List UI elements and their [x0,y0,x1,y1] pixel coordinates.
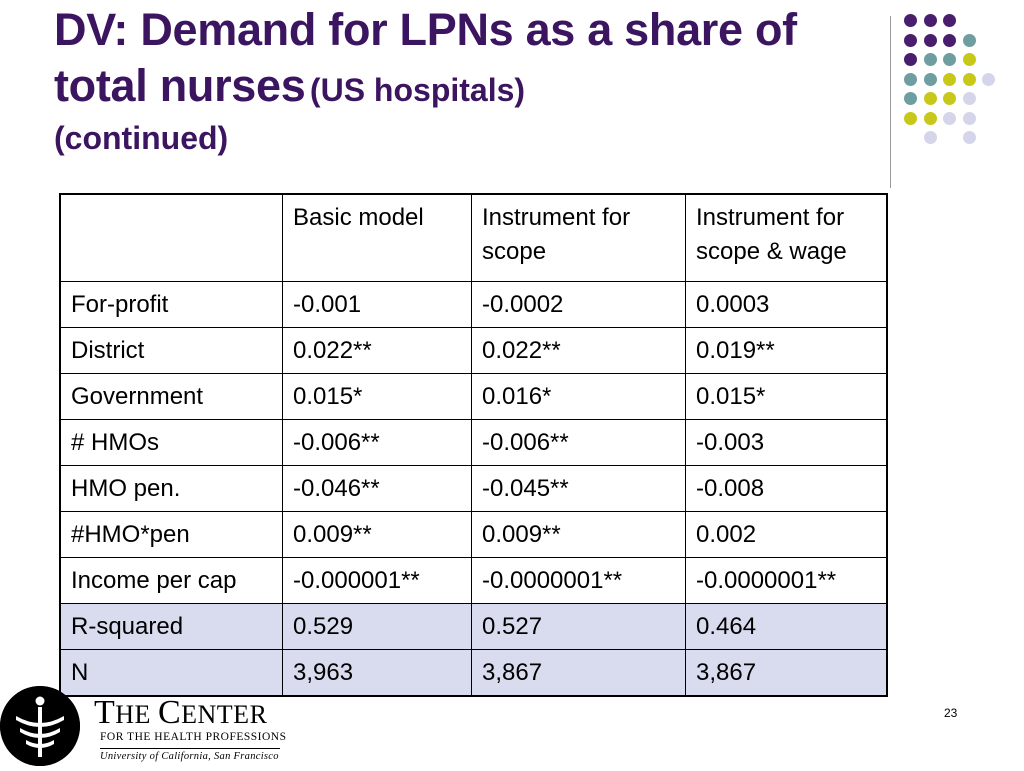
table-row: Government 0.015* 0.016* 0.015* [59,373,888,420]
decorative-dot [943,92,956,105]
table-header-row: Basic model Instrument for scope Instrum… [59,193,888,282]
title-qualifier: (US hospitals) [309,72,526,108]
decorative-dot [923,111,937,125]
logo-subtitle: FOR THE HEALTH PROFESSIONS [100,731,287,743]
title-main: DV: Demand for LPNs as a share of total … [54,4,797,111]
decorative-dot [962,72,976,86]
row-label: District [59,327,283,374]
decorative-dot [943,111,956,125]
slide-number: 23 [944,706,958,720]
logo-name: THE CENTER [94,694,268,731]
table-cell: 0.016* [471,373,686,420]
decorative-dot [962,92,976,105]
divider-line [890,16,891,188]
decorative-dot [923,14,937,27]
table-row: #HMO*pen 0.009** 0.009** 0.002 [59,511,888,558]
decorative-dot [923,33,937,47]
title-continued: (continued) [54,120,229,156]
decorative-dot-grid [904,14,1014,174]
table-row: For-profit -0.001 -0.0002 0.0003 [59,281,888,328]
table-cell: -0.046** [282,465,472,512]
decorative-dot [943,33,956,47]
logo-university: University of California, San Francisco [100,751,279,762]
decorative-dot [904,33,917,47]
table-row: R-squared 0.529 0.527 0.464 [59,603,888,650]
table-cell: 0.527 [471,603,686,650]
row-label: For-profit [59,281,283,328]
table-cell: -0.006** [471,419,686,466]
slide-title: DV: Demand for LPNs as a share of total … [54,2,874,156]
regression-table: Basic model Instrument for scope Instrum… [59,193,888,697]
table-cell: -0.045** [471,465,686,512]
row-label: #HMO*pen [59,511,283,558]
table-cell: 0.464 [685,603,888,650]
table-row: District 0.022** 0.022** 0.019** [59,327,888,374]
table-cell: -0.0000001** [471,557,686,604]
logo-rule [100,748,280,749]
table-cell: -0.000001** [282,557,472,604]
decorative-dot [982,72,995,86]
row-label: HMO pen. [59,465,283,512]
decorative-dot [904,53,917,66]
table-cell: 0.022** [471,327,686,374]
table-row: Income per cap -0.000001** -0.0000001** … [59,557,888,604]
table-cell: 0.529 [282,603,472,650]
table-cell: -0.008 [685,465,888,512]
table-cell: 3,963 [282,649,472,696]
table-cell: 0.019** [685,327,888,374]
decorative-dot [962,53,976,66]
decorative-dot [943,72,956,86]
decorative-dot [962,33,976,47]
header-cell: Instrument for scope & wage [685,193,888,282]
center-health-professions-logo: THE CENTER FOR THE HEALTH PROFESSIONS Un… [0,686,290,768]
row-label: R-squared [59,603,283,650]
decorative-dot [904,92,917,105]
caduceus-emblem-icon [0,686,80,766]
table-cell: 0.002 [685,511,888,558]
row-label: Income per cap [59,557,283,604]
table-cell: -0.001 [282,281,472,328]
table-cell: 0.015* [685,373,888,420]
table-cell: -0.006** [282,419,472,466]
decorative-dot [904,111,917,125]
header-cell [59,193,283,282]
table-cell: -0.003 [685,419,888,466]
decorative-dot [904,72,917,86]
table-cell: 0.015* [282,373,472,420]
decorative-dot [923,72,937,86]
table-cell: -0.0002 [471,281,686,328]
decorative-dot [904,14,917,27]
decorative-dot [962,131,976,144]
table-cell: 3,867 [685,649,888,696]
decorative-dot [923,53,937,66]
table-cell: 0.009** [282,511,472,558]
header-cell: Instrument for scope [471,193,686,282]
header-cell: Basic model [282,193,472,282]
table-cell: -0.0000001** [685,557,888,604]
table-cell: 3,867 [471,649,686,696]
decorative-dot [962,111,976,125]
table-cell: 0.0003 [685,281,888,328]
decorative-dot [943,53,956,66]
table-row: N 3,963 3,867 3,867 [59,649,888,696]
decorative-dot [923,131,937,144]
table-cell: 0.009** [471,511,686,558]
table-row: # HMOs -0.006** -0.006** -0.003 [59,419,888,466]
row-label: # HMOs [59,419,283,466]
row-label: Government [59,373,283,420]
decorative-dot [943,14,956,27]
row-label: N [59,649,283,696]
decorative-dot [923,92,937,105]
table-cell: 0.022** [282,327,472,374]
table-row: HMO pen. -0.046** -0.045** -0.008 [59,465,888,512]
